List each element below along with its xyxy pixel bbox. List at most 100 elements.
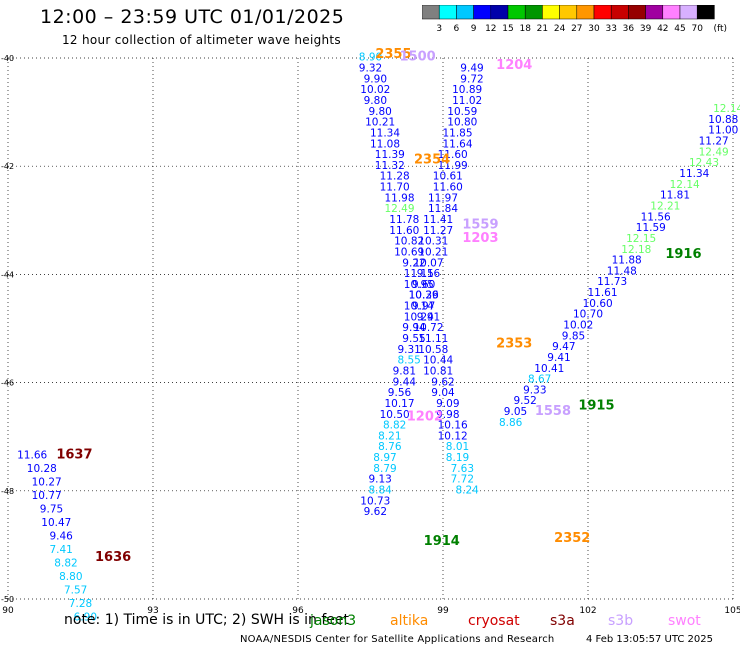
x-tick-label: 93: [147, 606, 158, 616]
wave-height-value: 11.41: [423, 214, 453, 226]
wave-height-value: 10.17: [384, 398, 414, 410]
wave-height-value: 11.15: [404, 268, 434, 280]
pass-time-label: 2353: [496, 336, 532, 351]
wave-height-value: 11.28: [380, 171, 410, 183]
wave-height-value: 9.31: [397, 344, 420, 356]
wave-height-value: 10.60: [583, 298, 613, 310]
wave-height-value: 10.73: [360, 495, 390, 507]
wave-height-value: 8.90: [359, 52, 382, 64]
wave-height-value: 9.98: [436, 409, 459, 421]
wave-height-value: 10.44: [423, 355, 453, 367]
wave-height-value: 10.72: [413, 322, 443, 334]
wave-height-value: 9.75: [40, 503, 63, 515]
scale-label: 33: [605, 24, 616, 33]
wave-height-value: 11.27: [423, 225, 453, 237]
wave-height-value: 11.39: [375, 149, 405, 161]
wave-height-value: 8.67: [528, 374, 551, 386]
wave-height-value: 11.98: [384, 192, 414, 204]
wave-height-value: 9.90: [364, 73, 387, 85]
wave-height-value: 10.21: [365, 117, 395, 129]
wave-height-value: 9.13: [368, 474, 391, 486]
scale-label: 12: [485, 24, 496, 33]
wave-height-value: 9.97: [412, 301, 435, 313]
wave-height-value: 11.60: [433, 182, 463, 194]
wave-height-value: 10.59: [447, 106, 477, 118]
wave-height-value: 12.49: [384, 203, 414, 215]
wave-height-value: 12.43: [689, 157, 719, 169]
wave-height-value: 10.31: [418, 236, 448, 248]
y-tick-label: -42: [1, 162, 14, 171]
wave-height-value: 9.80: [364, 95, 387, 107]
wave-height-value: 10.77: [32, 490, 62, 502]
wave-height-value: 11.48: [607, 265, 637, 277]
wave-height-value: 10.88: [708, 114, 738, 126]
wave-height-value: 12.49: [699, 146, 729, 158]
wave-height-value: 10.07: [413, 257, 443, 269]
wave-height-value: 10.95: [404, 279, 434, 291]
satellite-legend-altika: altika: [390, 613, 429, 629]
wave-height-value: 9.94: [402, 322, 426, 334]
scale-label: 36: [623, 24, 635, 33]
wave-height-value: 12.15: [626, 233, 656, 245]
pass-time-label: 1915: [578, 399, 614, 414]
satellite-legend-s3b: s3b: [608, 613, 634, 629]
wave-height-value: 11.73: [597, 276, 627, 288]
wave-height-value: 10.81: [423, 365, 453, 377]
wave-height-value: 9.62: [431, 376, 454, 388]
footnote: note: 1) Time is in UTC; 2) SWH is in fe…: [64, 612, 350, 628]
wave-height-value: 9.46: [49, 530, 73, 542]
wave-height-value: 11.78: [389, 214, 419, 226]
wave-height-value: 8.76: [378, 441, 402, 453]
satellite-legend-s3a: s3a: [550, 613, 575, 629]
wave-height-value: 8.19: [446, 452, 469, 464]
credit-line: NOAA/NESDIS Center for Satellite Applica…: [240, 634, 555, 645]
wave-height-value: 7.28: [69, 598, 92, 610]
wave-height-value: 8.80: [59, 571, 82, 583]
wave-height-value: 10.82: [394, 236, 424, 248]
wave-height-value: 9.52: [513, 395, 536, 407]
satellite-legend-swot: swot: [668, 613, 701, 629]
wave-height-value: 10.02: [360, 84, 390, 96]
pass-time-label: 1500: [400, 50, 436, 65]
scale-label: 24: [554, 24, 566, 33]
wave-height-value: 9.16: [417, 268, 441, 280]
wave-height-value: 11.66: [17, 449, 47, 461]
pass-time-label: 1636: [95, 550, 131, 565]
wave-height-value: 11.59: [636, 222, 666, 234]
scale-label: 39: [640, 24, 652, 33]
scale-label: 21: [537, 24, 548, 33]
wave-height-value: 8.82: [383, 420, 406, 432]
wave-height-value: 11.27: [699, 136, 729, 148]
x-tick-label: 90: [2, 606, 14, 616]
wave-height-value: 10.24: [404, 311, 434, 323]
wave-height-value: 10.39: [409, 290, 439, 302]
wave-height-value: 8.01: [446, 441, 469, 453]
wave-height-value: 9.55: [402, 333, 425, 345]
y-tick-label: -48: [1, 487, 14, 496]
wave-height-value: 9.09: [436, 398, 459, 410]
wave-height-value: 8.86: [499, 417, 523, 429]
wave-height-value: 7.72: [451, 474, 474, 486]
wave-height-value: 11.11: [418, 333, 448, 345]
pass-time-label: 1204: [496, 58, 532, 73]
page-title: 12:00 – 23:59 UTC 01/01/2025: [40, 6, 345, 28]
wave-height-value: 11.00: [708, 125, 738, 137]
wave-height-value: 12.14: [670, 179, 700, 191]
wave-height-value: 10.26: [409, 290, 439, 302]
wave-height-value: 10.41: [534, 363, 564, 375]
x-tick-label: 105: [724, 606, 740, 616]
scale-label: 9: [471, 24, 477, 33]
pass-time-label: 1203: [462, 231, 498, 246]
wave-height-value: 10.12: [438, 430, 468, 442]
wave-height-value: 11.81: [660, 190, 690, 202]
wave-height-value: 9.47: [552, 341, 575, 353]
scale-label: 27: [571, 24, 582, 33]
wave-height-value: 12.14: [713, 103, 740, 115]
wave-height-value: 11.32: [375, 160, 405, 172]
wave-height-value: 9.81: [393, 365, 416, 377]
pass-time-label: 2352: [554, 531, 590, 546]
scale-label: 42: [657, 24, 668, 33]
generated-timestamp: 4 Feb 13:05:57 UTC 2025: [586, 634, 713, 645]
wave-height-value: 11.34: [679, 168, 709, 180]
wave-height-value: 9.60: [412, 279, 435, 291]
